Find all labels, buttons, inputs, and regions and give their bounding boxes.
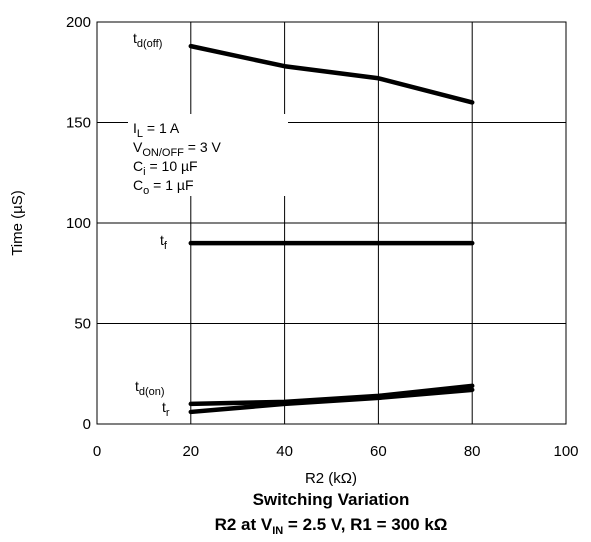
x-tick-label: 60: [370, 443, 387, 460]
condition-line: VON/OFF = 3 V: [133, 139, 222, 159]
series-label: td(on): [135, 378, 165, 398]
conditions-box: [128, 114, 288, 196]
y-tick-label: 150: [66, 115, 91, 132]
condition-line: Co = 1 µF: [133, 177, 194, 197]
series-label: tf: [160, 232, 168, 252]
y-tick-label: 0: [83, 416, 91, 433]
series-labels: td(off) tf td(on)tr: [133, 30, 170, 419]
y-tick-labels: 0 50 100 150 200: [66, 14, 91, 433]
x-tick-label: 0: [93, 443, 101, 460]
x-tick-label: 100: [553, 443, 578, 460]
y-tick-label: 50: [74, 316, 91, 333]
chart-subtitle: R2 at VIN = 2.5 V, R1 = 300 kΩ: [215, 515, 448, 537]
series-lines: [188, 43, 475, 415]
series-label: td(off): [133, 30, 162, 50]
x-axis-title: R2 (kΩ): [305, 470, 357, 487]
y-tick-label: 200: [66, 14, 91, 31]
x-tick-label: 80: [464, 443, 481, 460]
x-tick-label: 40: [276, 443, 293, 460]
condition-line: IL = 1 A: [133, 120, 180, 140]
x-tick-labels: 0 20 40 60 80 100: [93, 443, 579, 460]
series-line: [188, 387, 475, 415]
x-tick-label: 20: [182, 443, 199, 460]
series-line: [188, 43, 475, 105]
y-axis-title: Time (µS): [9, 190, 26, 256]
series-label: tr: [162, 399, 170, 419]
plot-frame: [96, 21, 567, 425]
y-tick-label: 100: [66, 215, 91, 232]
chart-title: Switching Variation: [253, 490, 410, 509]
condition-line: Ci = 10 µF: [133, 158, 198, 178]
